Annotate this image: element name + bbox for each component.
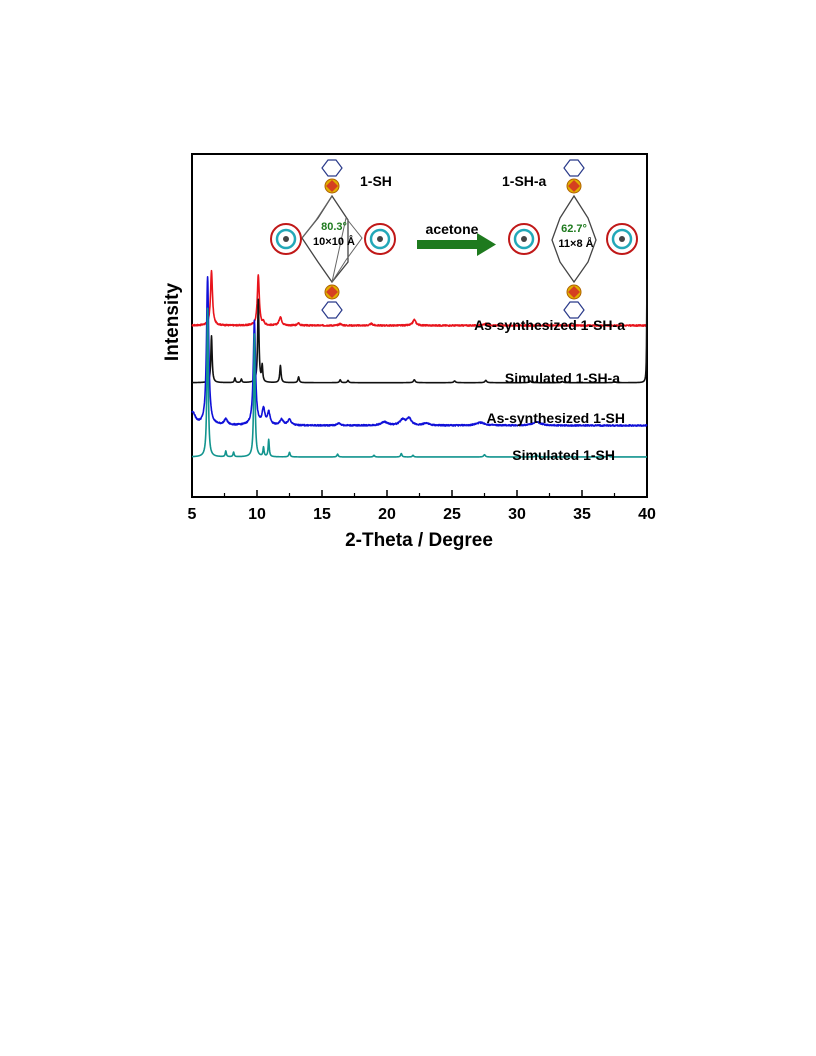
metal-cluster-bottom [321,284,343,319]
framework-1-sh: 80.3° 10×10 Å [270,159,396,319]
metal-cluster-top [321,159,343,194]
structure-label-right: 1-SH-a [502,173,547,189]
series-label-sim-1-sh: Simulated 1-SH [512,447,615,463]
series-label-as-synth-1-sh-a: As-synthesized 1-SH-a [474,317,625,333]
metal-cluster-bottom-a [563,284,585,319]
pore-dims-right: 11×8 Å [558,237,593,250]
cage-right [364,223,396,255]
cage-left-a [508,223,540,255]
x-tick-label: 30 [508,506,526,523]
x-tick-label: 15 [313,506,331,523]
framework-1-sh-a: 62.7° 11×8 Å [508,159,638,319]
series-label-as-synth-1-sh: As-synthesized 1-SH [487,410,625,426]
x-tick-label: 40 [638,506,656,523]
angle-label-right: 62.7° [561,223,587,235]
x-tick-label: 10 [248,506,266,523]
trace-layer [191,269,648,458]
series-line-simulated-1-sh [191,307,648,458]
series-line-simulated-1-sh-a [191,279,648,384]
x-tick-label: 25 [443,506,461,523]
transformation-arrow [417,233,496,256]
arrow-label: acetone [426,221,479,237]
x-axis-title: 2-Theta / Degree [345,530,493,551]
pore-dims-left: 10×10 Å [313,235,355,248]
cage-right-a [606,223,638,255]
x-tick-label: 35 [573,506,591,523]
angle-label-left: 80.3° [321,221,347,233]
x-axis-ticks: 5 10 15 20 25 30 35 40 [188,490,656,523]
series-label-sim-1-sh-a: Simulated 1-SH-a [505,370,620,386]
series-line-as-synthesized-1-sh-a [191,269,648,327]
cage-left [270,223,302,255]
metal-cluster-top-a [563,159,585,194]
series-line-as-synthesized-1-sh [191,275,648,427]
x-tick-label: 20 [378,506,396,523]
inset-structure-diagram: 80.3° 10×10 Å 1-SH acetone [270,159,638,319]
structure-label-left: 1-SH [360,173,392,189]
x-tick-label: 5 [188,506,197,523]
y-axis-title: Intensity [162,283,183,362]
